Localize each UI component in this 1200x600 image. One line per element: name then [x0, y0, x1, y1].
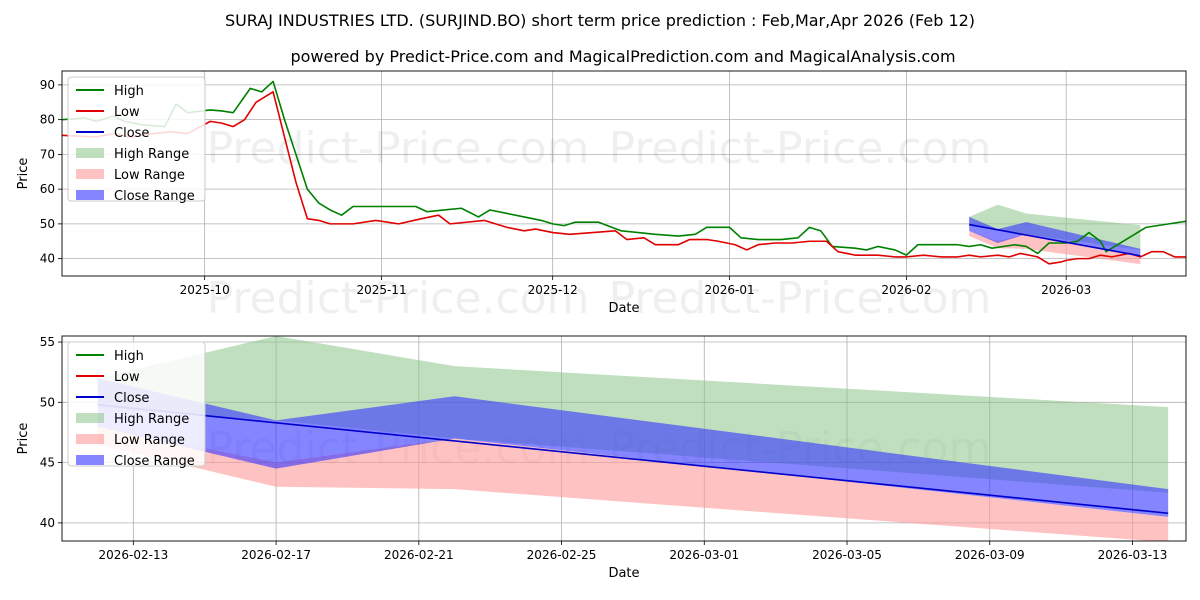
- close-forecast-line: [969, 223, 1141, 257]
- legend-label: Low: [114, 370, 140, 385]
- legend-swatch-patch: [76, 455, 104, 465]
- x-tick-label: 2026-02-21: [384, 548, 454, 562]
- legend-label: Low: [114, 105, 140, 120]
- high-series-line: [62, 80, 1186, 256]
- legend-swatch-patch: [76, 413, 104, 423]
- chart-subtitle: powered by Predict-Price.com and Magical…: [290, 47, 955, 66]
- legend-label: High: [114, 84, 144, 99]
- plot-area: [62, 80, 1186, 265]
- y-tick-label: 50: [40, 217, 55, 231]
- watermark-text: Predict-Price.com: [207, 123, 590, 174]
- legend: High Low Close High Range Low Range Close Ran…: [67, 76, 206, 204]
- watermark-text: Predict-Price.com: [207, 273, 590, 324]
- high-range-band: [97, 336, 1169, 493]
- axes-frame: [61, 335, 1187, 542]
- y-tick-label: 50: [40, 395, 55, 409]
- legend-label: Close Range: [114, 189, 195, 204]
- x-tick-label: 2026-02: [881, 283, 931, 297]
- x-tick-label: 2026-02-25: [527, 548, 597, 562]
- legend-label: Close: [114, 391, 149, 406]
- bottom-panel: 2026-02-13 2026-02-17 2026-02-21 2026-02-25…: [16, 335, 1187, 581]
- legend-swatch-patch: [76, 148, 104, 158]
- x-tick-label: 2026-03-01: [669, 548, 739, 562]
- watermark-text: Predict-Price.com: [609, 123, 992, 174]
- legend-label: Close: [114, 126, 149, 141]
- x-tick-label: 2026-03: [1041, 283, 1091, 297]
- close-forecast-line: [97, 403, 1169, 515]
- legend: High Low Close High Range Low Range Close Ran…: [67, 341, 206, 469]
- legend-label: High: [114, 349, 144, 364]
- y-axis-label: Price: [16, 423, 31, 455]
- legend-label: Close Range: [114, 454, 195, 469]
- legend-swatch-patch: [76, 190, 104, 200]
- axes-frame: [61, 70, 1187, 277]
- y-axis-label: Price: [16, 158, 31, 190]
- low-range-band: [97, 426, 1169, 541]
- legend-label: Low Range: [114, 433, 185, 448]
- y-tick-label: 40: [40, 516, 55, 530]
- chart-title: SURAJ INDUSTRIES LTD. (SURJIND.BO) short…: [225, 11, 975, 30]
- plot-area: [97, 336, 1169, 541]
- x-tick-label: 2025-11: [356, 283, 406, 297]
- x-tick-label: 2026-03-05: [812, 548, 882, 562]
- low-series-line: [62, 91, 1186, 265]
- x-tick-label: 2025-10: [180, 283, 230, 297]
- y-tick-label: 90: [40, 78, 55, 92]
- x-tick-label: 2025-12: [528, 283, 578, 297]
- close-range-band: [969, 216, 1141, 257]
- x-tick-label: 2026-03-09: [955, 548, 1025, 562]
- y-tick-label: 70: [40, 147, 55, 161]
- close-range-band: [97, 378, 1169, 517]
- legend-swatch-patch: [76, 169, 104, 179]
- watermark-text: Predict-Price.com: [609, 273, 992, 324]
- y-tick-label: 45: [40, 456, 55, 470]
- x-tick-label: 2026-01: [704, 283, 754, 297]
- y-tick-label: 40: [40, 252, 55, 266]
- x-axis-label: Date: [608, 566, 639, 581]
- legend-label: Low Range: [114, 168, 185, 183]
- legend-label: High Range: [114, 412, 189, 427]
- y-tick-label: 80: [40, 113, 55, 127]
- x-tick-label: 2026-02-17: [241, 548, 311, 562]
- legend-label: High Range: [114, 147, 189, 162]
- x-tick-label: 2026-03-13: [1098, 548, 1168, 562]
- x-axis-label: Date: [608, 301, 639, 316]
- legend-swatch-patch: [76, 434, 104, 444]
- x-tick-label: 2026-02-13: [98, 548, 168, 562]
- top-panel: 2025-10 2025-11 2025-12 2026-01 2026-02 2026-…: [16, 70, 1187, 324]
- y-tick-label: 60: [40, 182, 55, 196]
- y-tick-label: 55: [40, 335, 55, 349]
